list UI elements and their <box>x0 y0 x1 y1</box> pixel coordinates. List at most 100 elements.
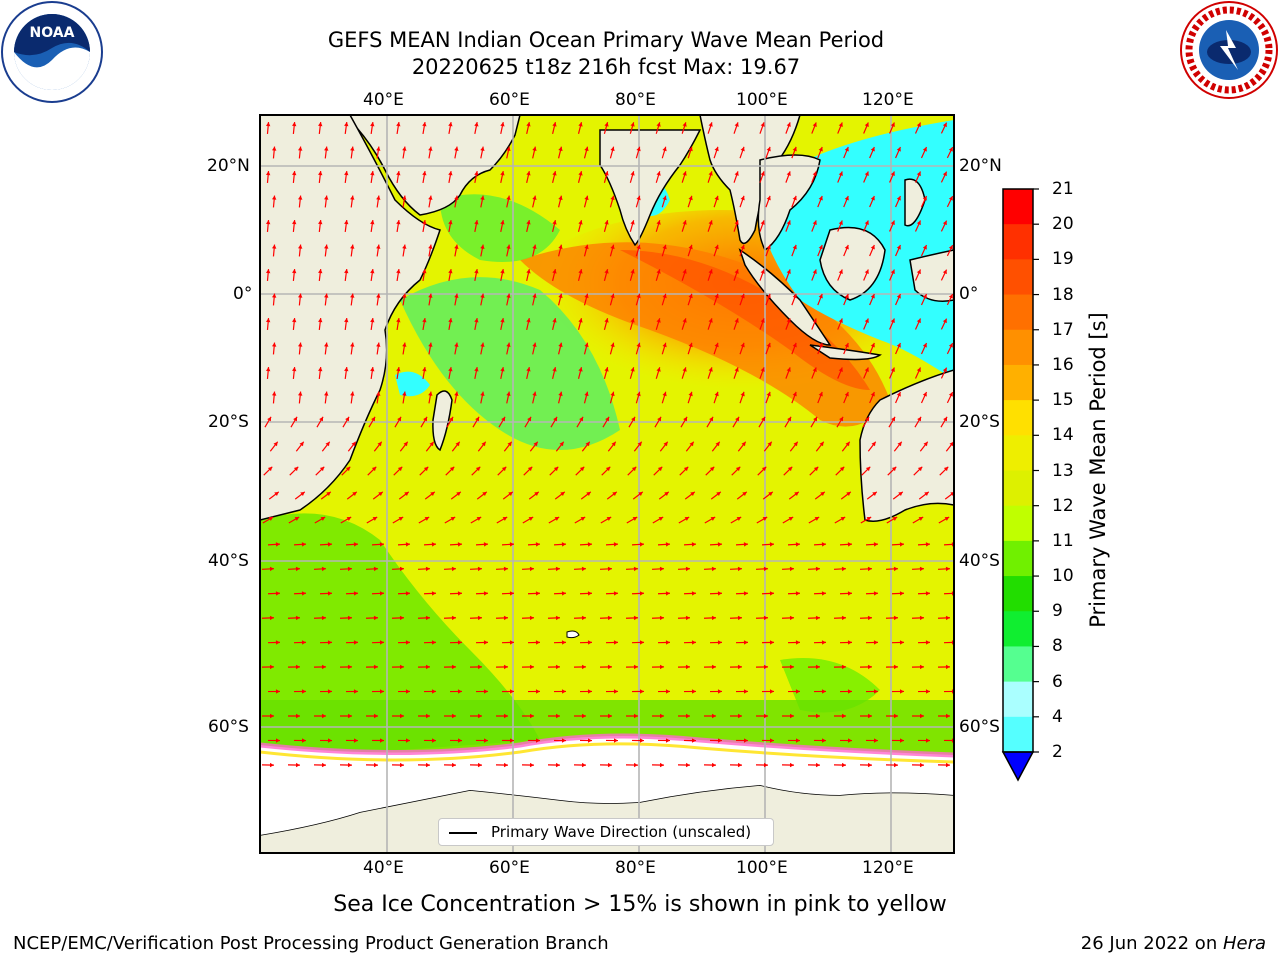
wave-direction-arrowhead <box>769 689 774 694</box>
wave-direction-arrowhead <box>665 591 670 596</box>
wave-direction-arrowhead <box>448 318 453 323</box>
lon-tick-bottom: 100°E <box>736 858 788 878</box>
wave-direction-arrowhead <box>682 367 687 372</box>
wave-direction-arrowhead <box>734 122 739 127</box>
wave-direction-arrowhead <box>555 566 560 572</box>
wave-direction-arrowhead <box>318 367 323 372</box>
wave-direction-arrowhead <box>633 762 638 768</box>
wave-direction-arrowhead <box>506 342 511 348</box>
wave-direction-arrowhead <box>767 441 772 447</box>
wave-direction-arrowhead <box>271 391 277 396</box>
wave-direction-arrowhead <box>945 615 950 621</box>
wave-direction-arrowhead <box>324 195 329 200</box>
wave-direction-arrowhead <box>899 738 904 743</box>
wave-direction-arrowhead <box>813 416 818 422</box>
wave-direction-arrowhead <box>526 367 531 372</box>
wave-direction-arrowhead <box>581 566 586 572</box>
wave-direction-arrowhead <box>507 441 512 447</box>
wave-direction-arrowhead <box>743 689 748 694</box>
wave-direction-arrowhead <box>275 542 280 547</box>
wave-direction-arrowhead <box>637 441 642 447</box>
wave-direction-arrowhead <box>844 146 849 152</box>
wave-direction-arrowhead <box>482 491 487 497</box>
wave-direction-arrowhead <box>527 416 532 422</box>
wave-direction-arrowhead <box>682 171 687 176</box>
wave-direction-arrowhead <box>477 713 482 719</box>
wave-direction-arrowhead <box>503 713 508 719</box>
wave-direction-arrowhead <box>448 171 453 176</box>
wave-direction-arrowhead <box>663 441 668 447</box>
wave-direction-arrowhead <box>265 269 271 274</box>
wave-direction-arrowhead <box>711 566 716 572</box>
wave-direction-arrowhead <box>347 566 352 572</box>
legend-label: Primary Wave Direction (unscaled) <box>491 823 752 841</box>
wave-direction-arrowhead <box>318 122 323 127</box>
wave-direction-arrowhead <box>943 466 949 472</box>
wave-direction-arrowhead <box>925 591 930 596</box>
wave-direction-arrowhead <box>450 517 456 521</box>
wave-direction-arrowhead <box>581 762 586 768</box>
wave-direction-arrowhead <box>735 416 740 422</box>
wave-direction-arrowhead <box>532 195 537 201</box>
wave-direction-arrowhead <box>818 391 823 397</box>
wave-direction-arrowhead <box>271 244 277 249</box>
wave-direction-arrowhead <box>612 491 617 497</box>
wave-direction-arrowhead <box>633 615 638 621</box>
wave-direction-arrowhead <box>533 441 538 447</box>
wave-direction-arrowhead <box>662 342 667 348</box>
wave-direction-arrowhead <box>763 762 768 768</box>
wave-direction-arrowhead <box>743 640 748 645</box>
wave-direction-arrowhead <box>761 466 767 472</box>
wave-direction-arrowhead <box>864 367 869 373</box>
wave-direction-arrowhead <box>430 491 435 497</box>
wave-direction-arrowhead <box>587 640 592 645</box>
wave-direction-arrowhead <box>639 640 644 645</box>
wave-direction-arrowhead <box>945 762 950 768</box>
lon-tick-top: 120°E <box>862 90 914 110</box>
wave-direction-arrowhead <box>942 220 947 226</box>
wave-direction-arrowhead <box>269 713 274 719</box>
wave-direction-arrowhead <box>293 466 299 472</box>
wave-direction-arrowhead <box>474 269 479 274</box>
wave-direction-arrowhead <box>474 367 479 372</box>
wave-direction-arrowhead <box>532 293 537 299</box>
wave-direction-arrowhead <box>795 738 800 743</box>
wave-direction-arrowhead <box>737 615 742 621</box>
wave-direction-arrowhead <box>454 146 459 151</box>
wave-direction-arrowhead <box>370 318 375 323</box>
colorbar-tick-label: 10 <box>1052 566 1074 587</box>
wave-direction-arrowhead <box>353 640 358 645</box>
wave-direction-arrowhead <box>376 293 381 298</box>
wave-direction-arrowhead <box>691 738 696 743</box>
wave-direction-arrowhead <box>483 738 488 743</box>
wave-direction-arrowhead <box>815 762 820 768</box>
wave-direction-arrowhead <box>690 491 695 497</box>
wave-direction-arrowhead <box>737 664 742 670</box>
wave-direction-arrowhead <box>659 762 664 768</box>
wave-direction-arrowhead <box>838 318 843 323</box>
wave-direction-arrowhead <box>292 318 297 323</box>
wave-direction-arrowhead <box>269 762 274 768</box>
wave-direction-arrowhead <box>611 441 616 447</box>
wave-direction-arrowhead <box>815 615 820 621</box>
wave-direction-arrowhead <box>319 466 325 472</box>
wave-direction-arrowhead <box>925 738 930 743</box>
wave-direction-arrowhead <box>584 146 589 152</box>
wave-direction-arrowhead <box>795 640 800 645</box>
lon-tick-bottom: 60°E <box>489 858 530 878</box>
wave-direction-arrowhead <box>560 491 565 497</box>
wave-direction-arrowhead <box>792 244 797 250</box>
wave-direction-arrowhead <box>870 293 875 299</box>
wave-direction-arrowhead <box>656 171 661 176</box>
wave-direction-arrowhead <box>922 294 927 299</box>
wave-direction-arrowhead <box>477 615 482 621</box>
wave-direction-arrowhead <box>327 591 332 596</box>
wave-direction-arrowhead <box>344 318 349 323</box>
wave-direction-arrowhead <box>610 342 615 348</box>
wave-direction-arrowhead <box>948 392 953 397</box>
map-legend: Primary Wave Direction (unscaled) <box>438 818 774 846</box>
colorbar-segment <box>1003 470 1033 507</box>
wave-direction-arrowhead <box>867 615 872 621</box>
wave-direction-arrowhead <box>787 416 792 422</box>
wave-direction-arrowhead <box>632 517 638 521</box>
